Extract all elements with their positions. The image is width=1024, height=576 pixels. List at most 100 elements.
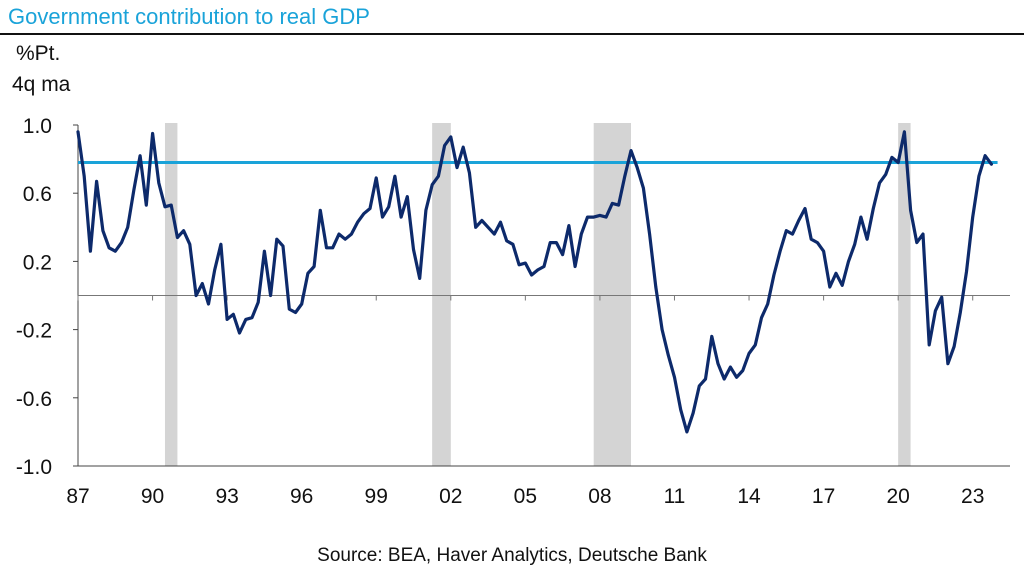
x-tick-label: 96 [290,485,313,508]
data-point [916,242,918,244]
series-line [76,130,993,434]
data-point [437,175,439,177]
data-point [450,136,452,138]
data-point [294,311,297,314]
data-point [456,167,458,169]
data-point [114,250,116,252]
data-point [754,344,756,346]
x-tick-label: 23 [961,485,984,508]
data-point [984,155,986,157]
data-point [903,131,905,133]
data-point [823,250,825,252]
data-point [363,213,365,215]
x-tick-label: 99 [365,485,388,508]
data-point [934,310,937,312]
data-point [667,354,669,356]
x-tick-label: 14 [737,485,761,508]
data-point [443,144,446,147]
y-tick-label: 0.2 [23,251,52,274]
data-point [636,167,638,169]
data-point [972,216,974,218]
data-point [810,238,812,240]
data-point [276,238,278,240]
data-point [133,189,135,191]
data-point [897,161,899,164]
data-point [723,378,725,380]
data-point [96,180,98,182]
data-point [518,264,520,266]
data-point [617,204,620,206]
data-point [711,335,713,338]
data-point [338,233,340,235]
data-point [537,269,539,271]
x-tick-label: 20 [886,485,909,508]
data-point [419,277,421,280]
data-point [854,243,856,245]
data-point [388,206,390,208]
data-point [83,175,85,177]
x-tick-label: 17 [812,485,835,508]
data-point [686,431,688,433]
data-point [468,172,471,174]
data-point [841,284,843,286]
x-tick-label: 08 [588,485,611,508]
data-point [605,216,607,218]
data-point [176,236,179,239]
data-point [226,318,228,320]
data-point [593,216,595,218]
data-point [214,269,216,271]
data-point [586,216,589,218]
data-point [245,318,247,320]
data-point [524,262,526,264]
data-point [251,317,253,319]
data-point [375,177,377,179]
data-point [568,224,570,227]
data-point [512,243,514,245]
data-point [257,301,259,303]
data-point [742,369,744,372]
data-point [965,271,968,273]
data-point [319,209,321,211]
data-point [860,216,862,218]
data-point [381,216,384,218]
recession-band [164,123,178,466]
data-point [630,149,632,152]
recession-band [898,123,911,466]
data-point [549,242,551,244]
x-tick-label: 87 [66,485,89,508]
y-tick-label: 0.6 [23,183,52,206]
data-point [816,242,818,244]
data-point [313,265,315,268]
data-point [692,412,694,414]
data-point [642,187,645,189]
data-point [344,238,346,240]
data-point [301,303,303,305]
source-note: Source: BEA, Haver Analytics, Deutsche B… [317,545,707,566]
data-point [220,243,222,245]
data-point [574,265,576,268]
data-point [847,260,850,262]
title-divider [0,33,1024,35]
data-point [307,272,309,274]
data-point [425,209,427,211]
data-point [673,376,676,378]
data-point [947,363,949,365]
data-point [760,317,763,319]
data-point [835,272,837,274]
x-tick-label: 90 [141,485,164,508]
data-point [872,207,874,210]
data-point [89,250,92,252]
y-tick-label: -0.2 [16,320,52,343]
data-point [624,175,626,177]
data-point [990,163,992,165]
x-tick-label: 93 [215,485,238,508]
data-point [282,245,284,247]
data-point [158,182,160,184]
data-point [785,230,787,232]
data-point [704,378,707,380]
data-point [102,230,104,232]
data-point [481,219,483,222]
data-point [394,175,396,177]
data-point [959,311,961,314]
